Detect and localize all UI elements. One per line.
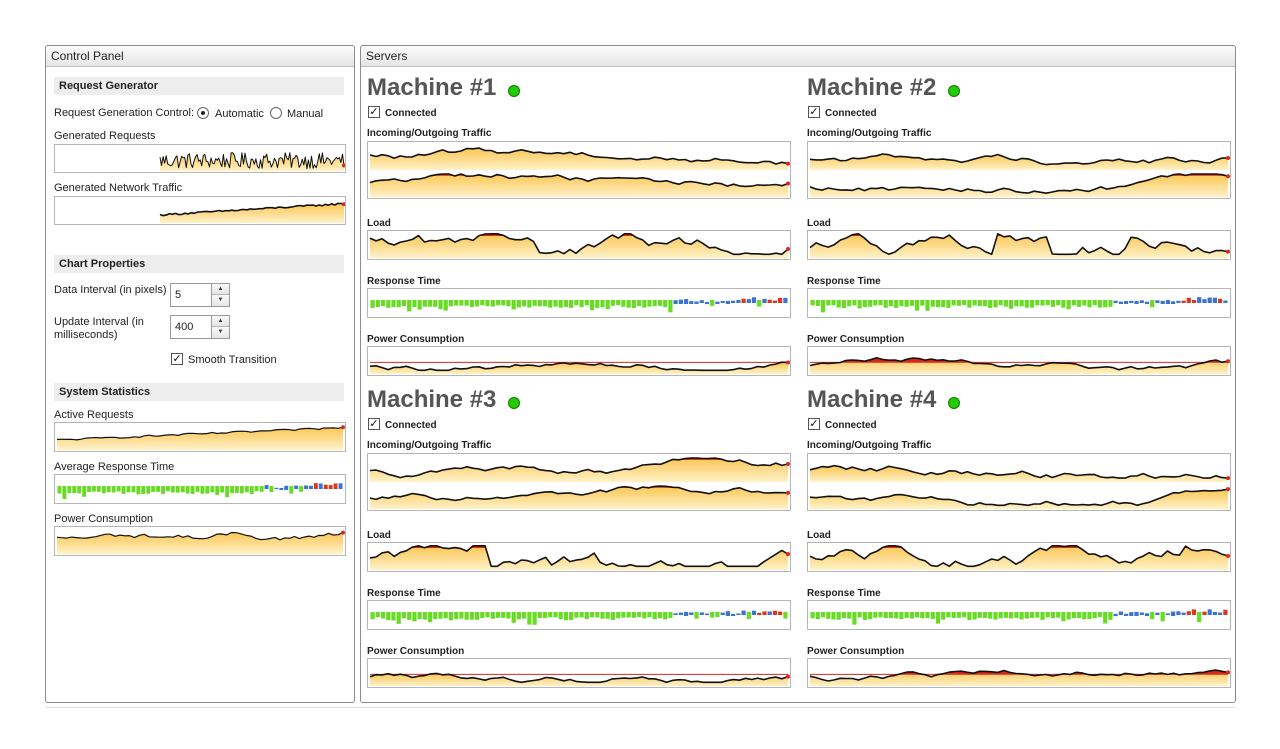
machine-2-power-label: Power Consumption — [807, 334, 905, 345]
machine-4-traffic-label: Incoming/Outgoing Traffic — [807, 440, 932, 451]
data-interval-label: Data Interval (in pixels) — [54, 284, 167, 296]
machine-2-load-chart — [807, 230, 1231, 260]
update-interval-down-button[interactable]: ▼ — [212, 327, 229, 338]
machine-2-traffic-chart — [807, 141, 1231, 199]
machine-1-traffic-chart — [367, 141, 791, 199]
data-interval-up-button[interactable]: ▲ — [212, 284, 229, 295]
generated-traffic-label: Generated Network Traffic — [54, 182, 183, 194]
machine-3-status-icon — [508, 397, 520, 409]
machine-1-load-chart — [367, 230, 791, 260]
system-statistics-header: System Statistics — [54, 383, 344, 401]
average-response-time-label: Average Response Time — [54, 461, 175, 473]
automatic-radio[interactable] — [197, 107, 209, 119]
update-interval-stepper[interactable]: 400 ▲ ▼ — [170, 315, 230, 339]
system-power-consumption-chart — [54, 526, 346, 556]
manual-radio-label[interactable]: Manual — [287, 108, 324, 120]
machine-1-response-label: Response Time — [367, 276, 441, 287]
machine-3-response-chart — [367, 600, 791, 630]
machine-1-power-label: Power Consumption — [367, 334, 465, 345]
update-interval-label-line1: Update Interval (in — [54, 316, 144, 328]
machine-4-status-icon — [948, 397, 960, 409]
machine-4-title: Machine #4 — [807, 386, 937, 413]
data-interval-value[interactable]: 5 — [175, 289, 182, 301]
machine-4-connected-checkbox[interactable]: ✓ — [808, 418, 820, 430]
machine-3-connected-checkbox[interactable]: ✓ — [368, 418, 380, 430]
request-generator-header: Request Generator — [54, 77, 344, 95]
machine-2-connected-checkbox[interactable]: ✓ — [808, 106, 820, 118]
machine-3-power-label: Power Consumption — [367, 646, 465, 657]
servers-panel-title: Servers — [361, 46, 1235, 67]
data-interval-down-button[interactable]: ▼ — [212, 295, 229, 306]
chart-properties-header: Chart Properties — [54, 255, 344, 273]
request-generation-control-label: Request Generation Control: — [54, 107, 195, 119]
machine-3-title: Machine #3 — [367, 386, 497, 413]
machine-3-load-label: Load — [367, 530, 391, 541]
machine-4-connected-label[interactable]: Connected — [825, 420, 877, 431]
automatic-radio-label[interactable]: Automatic — [215, 108, 264, 120]
generated-traffic-chart — [54, 196, 346, 225]
footer-divider — [45, 707, 1236, 708]
machine-1-response-chart — [367, 288, 791, 318]
average-response-time-chart — [54, 474, 346, 504]
machine-1-title: Machine #1 — [367, 74, 497, 101]
data-interval-stepper[interactable]: 5 ▲ ▼ — [170, 283, 230, 307]
servers-panel: Servers Machine #1 ✓ Connected Incoming/Out… — [360, 45, 1236, 703]
machine-2-response-label: Response Time — [807, 276, 881, 287]
machine-3-response-label: Response Time — [367, 588, 441, 599]
machine-3-traffic-chart — [367, 453, 791, 511]
machine-4-response-label: Response Time — [807, 588, 881, 599]
machine-1-power-chart — [367, 346, 791, 376]
machine-2-power-chart — [807, 346, 1231, 376]
machine-2-title: Machine #2 — [807, 74, 937, 101]
machine-3-load-chart — [367, 542, 791, 572]
machine-4-traffic-chart — [807, 453, 1231, 511]
control-panel-title: Control Panel — [46, 46, 354, 67]
machine-2-connected-label[interactable]: Connected — [825, 108, 877, 119]
generated-requests-chart — [54, 144, 346, 173]
machine-1-traffic-label: Incoming/Outgoing Traffic — [367, 128, 492, 139]
machine-4-power-chart — [807, 658, 1231, 688]
machine-2-response-chart — [807, 288, 1231, 318]
machine-4-load-label: Load — [807, 530, 831, 541]
machine-4-load-chart — [807, 542, 1231, 572]
update-interval-value[interactable]: 400 — [175, 321, 194, 333]
smooth-transition-checkbox[interactable]: ✓ — [171, 353, 183, 365]
machine-1-load-label: Load — [367, 218, 391, 229]
update-interval-up-button[interactable]: ▲ — [212, 316, 229, 327]
machine-3-traffic-label: Incoming/Outgoing Traffic — [367, 440, 492, 451]
machine-4-power-label: Power Consumption — [807, 646, 905, 657]
machine-1-status-icon — [508, 85, 520, 97]
machine-2-status-icon — [948, 85, 960, 97]
machine-1-connected-checkbox[interactable]: ✓ — [368, 106, 380, 118]
machine-2-traffic-label: Incoming/Outgoing Traffic — [807, 128, 932, 139]
machine-4-response-chart — [807, 600, 1231, 630]
machine-3-connected-label[interactable]: Connected — [385, 420, 437, 431]
update-interval-label-line2: milliseconds) — [54, 329, 118, 341]
active-requests-chart — [54, 422, 346, 452]
smooth-transition-label[interactable]: Smooth Transition — [188, 354, 277, 366]
system-power-consumption-label: Power Consumption — [54, 513, 154, 525]
generated-requests-label: Generated Requests — [54, 130, 156, 142]
machine-1-connected-label[interactable]: Connected — [385, 108, 437, 119]
active-requests-label: Active Requests — [54, 409, 134, 421]
machine-2-load-label: Load — [807, 218, 831, 229]
manual-radio[interactable] — [270, 107, 282, 119]
control-panel: Control Panel Request Generator Request … — [45, 45, 355, 703]
machine-3-power-chart — [367, 658, 791, 688]
